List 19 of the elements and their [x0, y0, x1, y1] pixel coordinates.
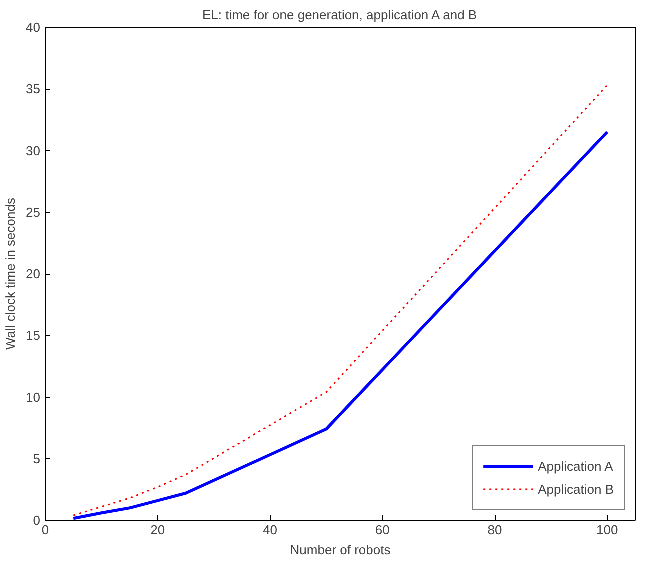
y-tick-label: 0	[33, 513, 41, 528]
x-axis-title: Number of robots	[290, 542, 392, 558]
chart-title: EL: time for one generation, application A and B	[202, 8, 478, 22]
y-tick-label: 10	[26, 390, 41, 405]
x-tick-label: 80	[488, 522, 502, 538]
x-tick-label: 40	[263, 522, 278, 538]
y-tick-label: 35	[26, 82, 41, 97]
y-tick-label: 15	[26, 328, 41, 344]
legend-label: Application A	[538, 458, 614, 474]
legend-label: Application B	[538, 482, 614, 496]
x-tick-label: 20	[150, 522, 166, 538]
x-tick-label: 100	[596, 522, 618, 538]
y-tick-label: 5	[33, 451, 41, 466]
y-tick-label: 40	[26, 20, 41, 35]
x-tick-label: 60	[375, 522, 390, 538]
y-tick-label: 25	[26, 204, 41, 220]
y-axis-title: Wall clock time in seconds	[3, 198, 18, 350]
y-tick-label: 20	[26, 266, 41, 282]
y-tick-label: 30	[26, 143, 41, 158]
